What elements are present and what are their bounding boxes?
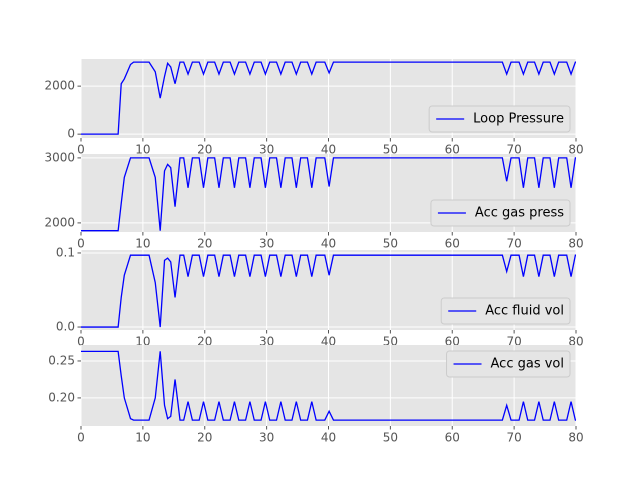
legend-label: Acc fluid vol — [485, 304, 564, 319]
x-tick-label: 30 — [259, 431, 274, 445]
data-line — [81, 254, 576, 328]
legend-label: Acc gas press — [475, 206, 564, 221]
lines — [81, 254, 576, 328]
x-tick-label: 20 — [197, 431, 212, 445]
subplot: 0 10 20 30 40 50 60 70 80 0 2000 Loop Pressure — [44, 59, 584, 157]
legend-label: Acc gas vol — [491, 357, 564, 372]
x-tick-label: 70 — [506, 431, 521, 445]
lines — [81, 157, 576, 232]
x-tick-label: 50 — [383, 237, 398, 251]
x-tick-label: 30 — [259, 237, 274, 251]
x-tick-label: 30 — [259, 143, 274, 157]
x-tick-label: 80 — [568, 143, 583, 157]
data-line — [81, 350, 576, 421]
legend-box — [440, 297, 571, 325]
y-tick-label: 2000 — [44, 215, 75, 229]
x-tick-label: 60 — [445, 237, 460, 251]
x-tick-label: 20 — [197, 237, 212, 251]
y-tick-label: 0.25 — [48, 353, 75, 367]
x-tick-label: 70 — [506, 237, 521, 251]
y-tick-label: 0.20 — [48, 390, 75, 404]
x-tick-label: 0 — [77, 237, 85, 251]
x-tick-label: 80 — [568, 431, 583, 445]
data-line — [81, 61, 576, 135]
y-tick-label: 2000 — [44, 79, 75, 93]
subplot: 0 10 20 30 40 50 60 70 80 0.20 0.25 Acc gas vol — [48, 345, 584, 445]
x-tick-label: 70 — [506, 143, 521, 157]
x-tick-label: 0 — [77, 431, 85, 445]
lines — [81, 61, 576, 135]
legend: Acc fluid vol — [440, 297, 571, 325]
legend-box — [430, 199, 571, 227]
x-tick-label: 0 — [77, 143, 85, 157]
legend-box — [446, 350, 571, 378]
legend: Acc gas vol — [446, 350, 571, 378]
x-tick-label: 10 — [135, 431, 150, 445]
x-tick-label: 80 — [568, 237, 583, 251]
x-tick-label: 10 — [135, 143, 150, 157]
lines — [81, 350, 576, 421]
y-tick-label: 3000 — [44, 150, 75, 164]
y-tick-label: 0 — [67, 127, 75, 141]
x-tick-label: 60 — [445, 143, 460, 157]
x-tick-label: 40 — [321, 431, 336, 445]
legend-label: Loop Pressure — [473, 112, 564, 127]
legend: Loop Pressure — [428, 105, 571, 133]
x-tick-label: 60 — [445, 431, 460, 445]
x-tick-label: 40 — [321, 237, 336, 251]
y-tick-label: 0.1 — [56, 245, 75, 259]
x-tick-label: 0 — [77, 335, 85, 349]
x-tick-label: 20 — [197, 143, 212, 157]
subplot: 0 10 20 30 40 50 60 70 80 2000 3000 Acc gas press — [44, 150, 583, 250]
x-tick-label: 10 — [135, 237, 150, 251]
legend-box — [428, 105, 571, 133]
x-tick-label: 50 — [383, 431, 398, 445]
x-tick-label: 40 — [321, 143, 336, 157]
x-tick-label: 50 — [383, 143, 398, 157]
y-tick-label: 0.0 — [56, 320, 75, 334]
data-line — [81, 157, 576, 232]
legend: Acc gas press — [430, 199, 571, 227]
